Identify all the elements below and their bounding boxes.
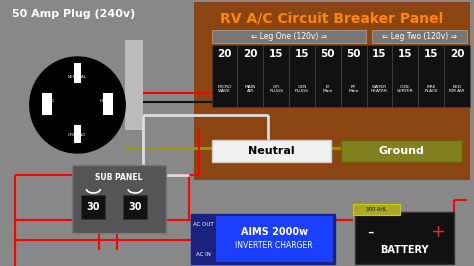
Bar [103, 93, 113, 115]
Bar [263, 45, 289, 107]
Text: HOT1: HOT1 [44, 99, 55, 103]
Bar [366, 45, 392, 107]
Bar [123, 195, 147, 219]
Text: FIRE
PLACE: FIRE PLACE [424, 85, 438, 93]
Text: BED
RM AIR: BED RM AIR [449, 85, 465, 93]
Text: AC IN: AC IN [196, 251, 211, 256]
Text: 15: 15 [372, 49, 387, 59]
Text: 20: 20 [450, 49, 464, 59]
Bar [418, 45, 444, 107]
Bar [289, 45, 315, 107]
Text: GEN
PLUGS: GEN PLUGS [295, 85, 309, 93]
Text: 50: 50 [320, 49, 335, 59]
Text: 15: 15 [269, 49, 283, 59]
Bar [444, 45, 470, 107]
Text: Neutral: Neutral [248, 146, 294, 156]
Bar [341, 140, 462, 162]
Bar [341, 45, 366, 107]
Bar [315, 45, 341, 107]
Text: ⇐ Leg One (120v) ⇒: ⇐ Leg One (120v) ⇒ [251, 32, 327, 41]
Text: SUB PANEL: SUB PANEL [95, 172, 143, 181]
Bar [72, 165, 166, 233]
Text: MAIN
AIR: MAIN AIR [245, 85, 256, 93]
Bar [216, 216, 333, 262]
Text: +: + [430, 223, 446, 241]
Text: 50 Amp Plug (240v): 50 Amp Plug (240v) [12, 9, 135, 19]
Text: NEUTRAL: NEUTRAL [68, 75, 87, 79]
Text: 300 AHL: 300 AHL [366, 207, 387, 212]
Text: MICRO
WAVE: MICRO WAVE [217, 85, 232, 93]
Text: GFI
PLUGS: GFI PLUGS [269, 85, 283, 93]
Bar [211, 30, 365, 43]
Bar [392, 45, 418, 107]
Bar [191, 214, 335, 264]
Text: 20: 20 [217, 49, 232, 59]
Text: INVERTER CHARGER: INVERTER CHARGER [236, 242, 313, 251]
Text: CON-
VERTER: CON- VERTER [397, 85, 414, 93]
Bar [73, 63, 82, 83]
Text: LT
Main: LT Main [323, 85, 333, 93]
Bar [73, 125, 82, 143]
Bar [237, 45, 263, 107]
Text: HOT2: HOT2 [100, 99, 111, 103]
Text: RT
Main: RT Main [348, 85, 359, 93]
Circle shape [30, 57, 125, 153]
Bar [42, 93, 52, 115]
Text: 15: 15 [398, 49, 412, 59]
Bar [353, 204, 401, 215]
Text: WATER
HEATER: WATER HEATER [371, 85, 388, 93]
Text: AIMS 2000w: AIMS 2000w [241, 227, 308, 237]
Text: 50: 50 [346, 49, 361, 59]
Text: 30: 30 [87, 202, 100, 212]
Text: BATTERY: BATTERY [380, 245, 428, 255]
Text: RV A/C Circuit Breaker Panel: RV A/C Circuit Breaker Panel [220, 11, 443, 25]
Text: 30: 30 [128, 202, 142, 212]
Bar [355, 212, 454, 264]
Text: ⇐ Leg Two (120v) ⇒: ⇐ Leg Two (120v) ⇒ [382, 32, 457, 41]
Bar [125, 40, 143, 130]
Bar [194, 2, 470, 180]
Text: GROUND: GROUND [68, 133, 87, 137]
Bar [372, 30, 467, 43]
Text: -: - [367, 223, 374, 241]
Bar [211, 140, 331, 162]
Text: 20: 20 [243, 49, 257, 59]
Bar [211, 45, 237, 107]
Text: 15: 15 [424, 49, 438, 59]
Text: AC OUT: AC OUT [193, 222, 214, 227]
Bar [82, 195, 105, 219]
Text: Ground: Ground [378, 146, 424, 156]
Text: 15: 15 [295, 49, 309, 59]
